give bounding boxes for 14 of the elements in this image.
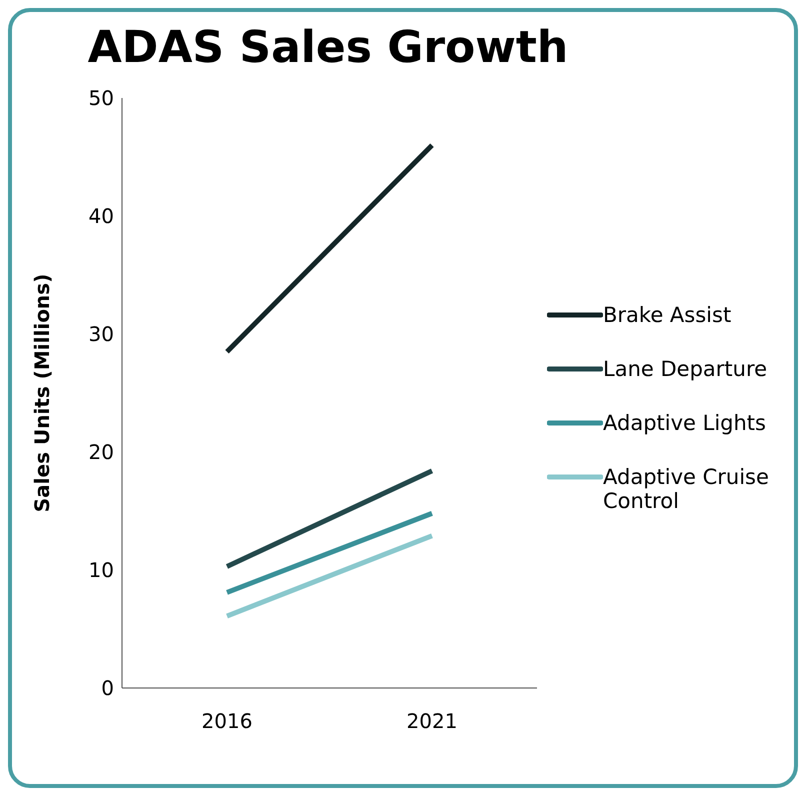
y-tick-label: 0 bbox=[101, 676, 114, 700]
y-axis-title: Sales Units (Millions) bbox=[30, 274, 54, 512]
legend-label: Brake Assist bbox=[603, 303, 732, 327]
x-tick-label: 2021 bbox=[406, 709, 458, 734]
y-tick-label: 10 bbox=[88, 558, 114, 582]
legend-label: Lane Departure bbox=[603, 357, 768, 381]
legend-label: Adaptive Cruise Control bbox=[603, 465, 770, 513]
y-tick-label: 40 bbox=[88, 204, 114, 228]
chart-title: ADAS Sales Growth bbox=[86, 22, 570, 75]
y-tick-label: 20 bbox=[88, 440, 114, 464]
x-tick-label: 2016 bbox=[202, 709, 252, 734]
y-tick-label: 30 bbox=[88, 322, 114, 346]
legend-label: Adaptive Lights bbox=[603, 411, 766, 435]
y-tick-label: 50 bbox=[88, 86, 114, 110]
